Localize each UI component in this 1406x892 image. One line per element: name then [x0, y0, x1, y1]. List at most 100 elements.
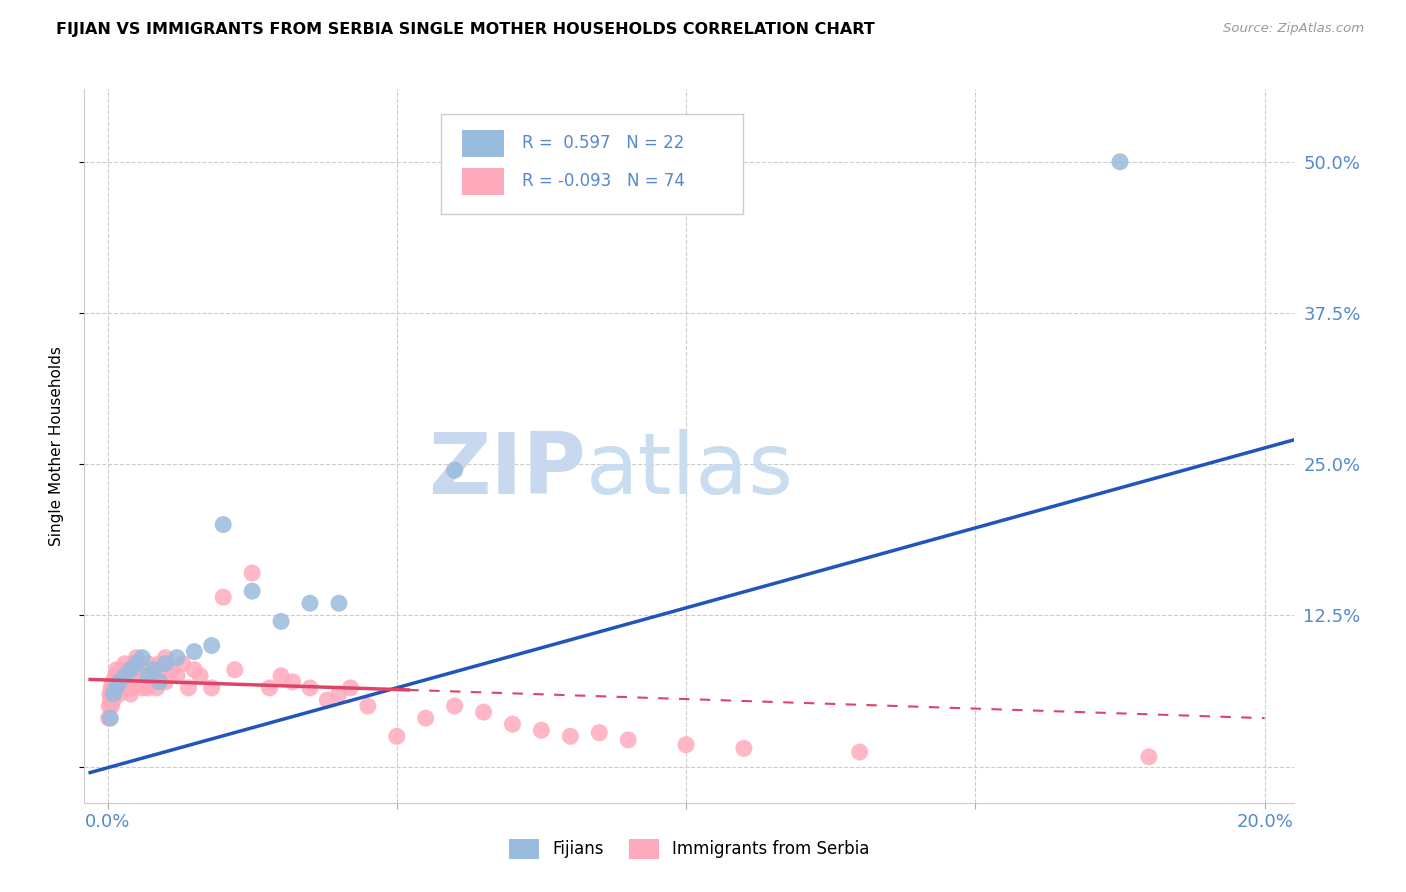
Point	[125, 657, 148, 671]
Point	[98, 699, 121, 714]
Point	[103, 687, 125, 701]
Point	[100, 693, 122, 707]
Point	[155, 650, 177, 665]
Point	[530, 723, 553, 738]
Point	[443, 699, 465, 714]
Point	[108, 669, 131, 683]
Point	[145, 681, 167, 695]
Point	[128, 669, 150, 683]
Point	[125, 674, 148, 689]
Point	[136, 681, 159, 695]
Point	[328, 596, 350, 610]
Point	[120, 687, 142, 701]
Point	[107, 674, 129, 689]
Point	[136, 669, 159, 683]
Point	[148, 674, 170, 689]
Point	[160, 663, 183, 677]
Point	[101, 674, 124, 689]
Point	[142, 669, 165, 683]
Point	[472, 705, 495, 719]
Point	[148, 663, 170, 677]
Point	[108, 687, 131, 701]
Point	[105, 681, 128, 695]
Point	[114, 657, 136, 671]
Y-axis label: Single Mother Households: Single Mother Households	[49, 346, 63, 546]
Point	[117, 669, 139, 683]
Point	[588, 725, 610, 739]
FancyBboxPatch shape	[461, 168, 503, 194]
Point	[281, 674, 304, 689]
Point	[105, 681, 128, 695]
Point	[848, 745, 870, 759]
Point	[201, 639, 224, 653]
Point	[142, 663, 165, 677]
FancyBboxPatch shape	[441, 114, 744, 214]
Point	[98, 687, 121, 701]
Point	[108, 674, 131, 689]
Point	[100, 699, 122, 714]
Text: atlas: atlas	[586, 429, 794, 513]
Point	[328, 687, 350, 701]
Point	[114, 681, 136, 695]
Point	[155, 674, 177, 689]
Point	[501, 717, 523, 731]
Point	[560, 729, 582, 743]
Point	[675, 738, 697, 752]
Point	[166, 669, 188, 683]
Point	[120, 663, 142, 677]
Point	[177, 681, 200, 695]
Text: R = -0.093   N = 74: R = -0.093 N = 74	[522, 172, 685, 190]
Point	[104, 669, 127, 683]
Point	[224, 663, 246, 677]
Point	[131, 650, 153, 665]
Point	[105, 663, 128, 677]
Point	[100, 711, 122, 725]
Point	[385, 729, 408, 743]
Point	[270, 669, 292, 683]
Point	[212, 517, 235, 532]
Point	[97, 711, 120, 725]
Point	[103, 674, 125, 689]
Point	[121, 681, 143, 695]
Point	[212, 590, 235, 604]
Point	[125, 650, 148, 665]
Point	[298, 596, 321, 610]
Point	[316, 693, 339, 707]
Point	[201, 681, 224, 695]
FancyBboxPatch shape	[461, 130, 503, 157]
Point	[183, 645, 205, 659]
Point	[131, 681, 153, 695]
Point	[166, 650, 188, 665]
Text: FIJIAN VS IMMIGRANTS FROM SERBIA SINGLE MOTHER HOUSEHOLDS CORRELATION CHART: FIJIAN VS IMMIGRANTS FROM SERBIA SINGLE …	[56, 22, 875, 37]
Point	[103, 693, 125, 707]
Text: ZIP: ZIP	[429, 429, 586, 513]
Point	[114, 669, 136, 683]
Point	[134, 674, 156, 689]
Point	[131, 663, 153, 677]
Point	[111, 663, 134, 677]
Point	[357, 699, 380, 714]
Point	[240, 584, 263, 599]
Point	[617, 732, 640, 747]
Legend: Fijians, Immigrants from Serbia: Fijians, Immigrants from Serbia	[502, 832, 876, 866]
Point	[188, 669, 211, 683]
Text: Source: ZipAtlas.com: Source: ZipAtlas.com	[1223, 22, 1364, 36]
Point	[103, 681, 125, 695]
Point	[1137, 749, 1160, 764]
Point	[183, 663, 205, 677]
Point	[415, 711, 437, 725]
Point	[240, 566, 263, 580]
Point	[115, 674, 138, 689]
Point	[104, 687, 127, 701]
Point	[270, 615, 292, 629]
Point	[148, 657, 170, 671]
Point	[733, 741, 755, 756]
Point	[120, 663, 142, 677]
Point	[110, 674, 132, 689]
Point	[101, 687, 124, 701]
Point	[136, 657, 159, 671]
Point	[122, 657, 145, 671]
Point	[443, 463, 465, 477]
Point	[1109, 154, 1132, 169]
Point	[155, 657, 177, 671]
